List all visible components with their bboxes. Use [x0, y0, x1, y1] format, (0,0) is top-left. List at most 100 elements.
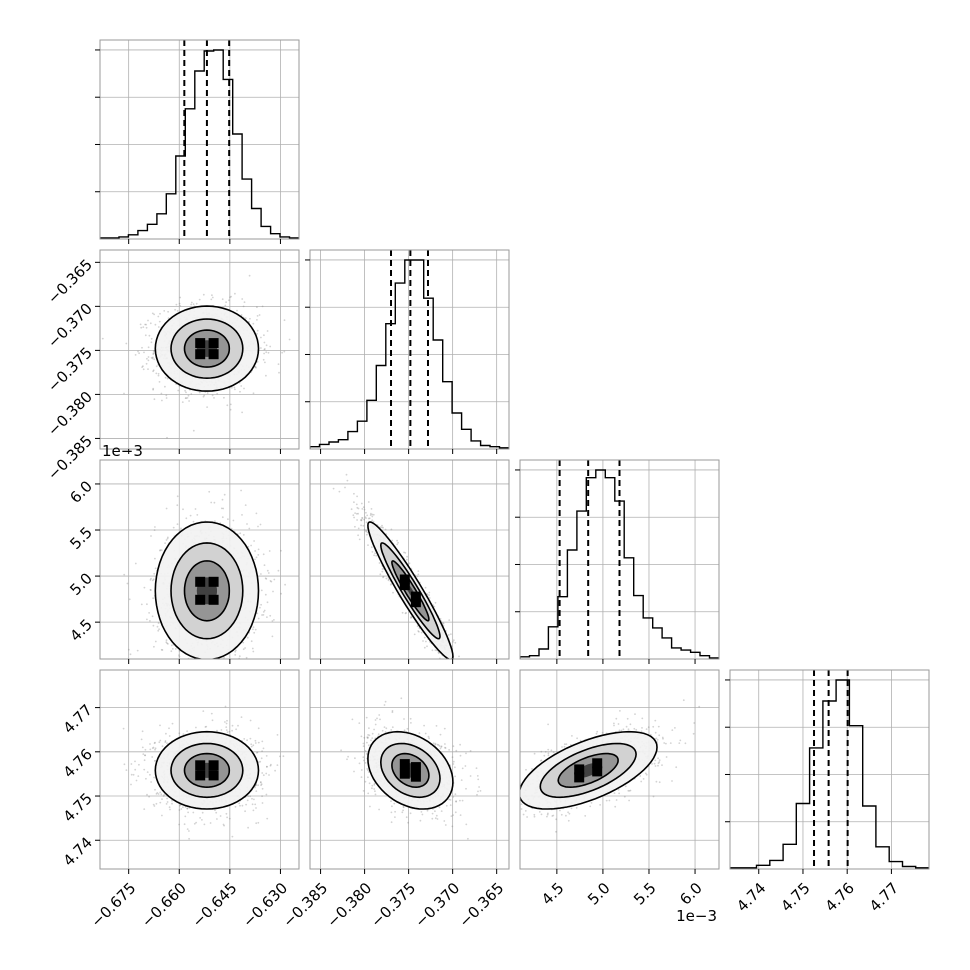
sample-point	[142, 365, 144, 368]
sample-point	[265, 374, 267, 377]
sample-point	[146, 618, 148, 621]
sample-point	[157, 793, 160, 795]
sample-point	[241, 411, 244, 414]
sample-point	[256, 360, 259, 363]
sample-point	[272, 590, 274, 593]
sample-point	[185, 391, 187, 394]
sample-point	[385, 577, 388, 580]
sample-point	[127, 648, 130, 651]
sample-point	[381, 524, 383, 527]
sample-point	[353, 501, 355, 504]
sample-point	[365, 511, 367, 514]
sample-point	[179, 304, 182, 307]
sample-point	[356, 519, 358, 521]
sample-point	[178, 654, 180, 656]
sample-point	[153, 760, 156, 762]
sample-point	[142, 326, 145, 328]
sample-point	[235, 728, 238, 731]
sample-point	[216, 392, 219, 395]
sample-point	[130, 763, 133, 765]
sample-point	[158, 381, 161, 383]
sample-point	[192, 520, 195, 523]
density-peak-cell	[208, 576, 219, 587]
panel-content	[520, 460, 719, 659]
sample-point	[259, 606, 261, 609]
sample-point	[356, 506, 359, 509]
sample-point	[277, 569, 280, 572]
sample-point	[474, 686, 476, 688]
sample-point	[222, 661, 224, 663]
sample-point	[264, 348, 266, 350]
sample-point	[381, 568, 384, 570]
sample-point	[434, 601, 437, 604]
sample-point	[262, 747, 265, 750]
sample-point	[255, 807, 257, 809]
sample-point	[451, 666, 453, 668]
sample-point	[243, 301, 246, 304]
sample-point	[253, 540, 256, 542]
sample-point	[443, 662, 445, 664]
sample-point	[382, 576, 384, 579]
sample-point	[196, 514, 199, 516]
sample-point	[447, 661, 449, 663]
sample-point	[345, 473, 348, 476]
sample-point	[154, 747, 157, 750]
sample-point	[240, 489, 243, 492]
sample-point	[252, 628, 254, 631]
sample-point	[408, 562, 411, 565]
sample-point	[147, 359, 150, 362]
sample-point	[164, 385, 166, 388]
sample-point	[242, 648, 245, 651]
sample-point	[396, 539, 398, 542]
sample-point	[153, 742, 156, 745]
sample-point	[417, 573, 420, 576]
sample-point	[242, 641, 245, 644]
sample-point	[123, 573, 126, 576]
sample-point	[238, 655, 241, 658]
sample-point	[366, 533, 368, 536]
sample-point	[269, 764, 272, 767]
sample-point	[264, 593, 267, 596]
sample-point	[418, 627, 421, 630]
sample-point	[254, 803, 257, 806]
sample-point	[146, 357, 148, 360]
sample-point	[145, 326, 148, 329]
sample-point	[175, 303, 178, 306]
sample-point	[176, 523, 179, 526]
sample-point	[234, 805, 237, 808]
sample-point	[244, 675, 246, 677]
sample-point	[354, 525, 356, 528]
sample-point	[256, 329, 259, 332]
sample-point	[374, 552, 376, 555]
sample-point	[391, 539, 394, 542]
sample-point	[228, 817, 231, 820]
sample-point	[260, 573, 262, 575]
sample-point	[244, 317, 247, 319]
sample-point	[397, 541, 399, 544]
sample-point	[221, 298, 224, 301]
sample-point	[152, 388, 155, 391]
density-peak-cell	[195, 338, 206, 349]
sample-point	[426, 645, 428, 648]
panel-frame	[99, 459, 300, 660]
sample-point	[145, 777, 147, 780]
sample-point	[159, 312, 161, 315]
sample-point	[370, 546, 373, 549]
sample-point	[180, 527, 182, 530]
sample-point	[271, 620, 274, 622]
sample-point	[442, 622, 445, 625]
sample-point	[355, 512, 358, 515]
sample-point	[165, 639, 168, 642]
sample-point	[166, 377, 169, 380]
sample-point	[365, 530, 367, 533]
sample-point	[202, 395, 205, 398]
sample-point	[360, 519, 363, 522]
density-peak-cell	[208, 349, 219, 360]
sample-point	[437, 652, 440, 655]
sample-point	[417, 570, 420, 572]
sample-point	[264, 577, 267, 580]
sample-point	[465, 698, 467, 700]
sample-point	[406, 555, 408, 558]
sample-point	[371, 515, 374, 518]
sample-point	[169, 808, 171, 811]
